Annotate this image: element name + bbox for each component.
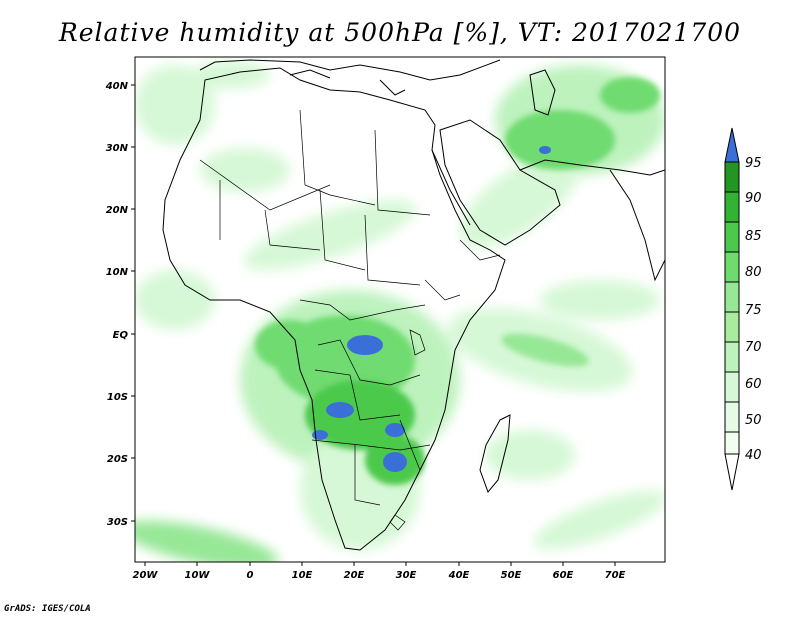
colorbar-segment: [724, 311, 740, 343]
map-title: Relative humidity at 500hPa [%], VT: 201…: [58, 18, 742, 47]
colorbar-label: 70: [745, 340, 762, 355]
x-tick-label: 50E: [501, 570, 522, 581]
colorbar-segment: [724, 221, 740, 253]
y-tick-label: 10N: [106, 267, 129, 278]
colorbar-label: 90: [745, 191, 762, 206]
x-tick-label: 10E: [292, 570, 313, 581]
colorbar-label: 75: [745, 303, 762, 318]
colorbar-segment: [724, 341, 740, 373]
coastlines: [162, 59, 665, 551]
x-tick-label: 10W: [185, 570, 211, 581]
colorbar-top-arrow: [724, 127, 740, 163]
colorbar-label: 60: [745, 377, 762, 392]
x-tick-label: 60E: [553, 570, 574, 581]
colorbar-segment: [724, 191, 740, 223]
colorbar-label: 85: [745, 229, 762, 244]
x-tick-label: 20E: [344, 570, 365, 581]
y-tick-label: 30S: [107, 517, 128, 528]
grads-credit: GrADS: IGES/COLA: [4, 604, 91, 614]
colorbar-segment: [724, 161, 740, 193]
colorbar-segment: [724, 401, 740, 433]
y-tick-label: 40N: [105, 81, 129, 92]
colorbar-bottom-arrow: [724, 453, 740, 491]
x-tick-label: 70E: [605, 570, 626, 581]
x-tick-label: 40E: [448, 570, 470, 581]
x-tick-label: 30E: [396, 570, 417, 581]
colorbar-label: 40: [745, 448, 762, 463]
x-axis-labels: 20W 10W 0 10E 20E 30E 40E 50E 60E 70E: [133, 570, 626, 581]
colorbar: 95 90 85 80 75 70 60 50 40: [724, 127, 762, 491]
colorbar-segment: [724, 371, 740, 403]
x-tick-label: 0: [247, 570, 254, 581]
colorbar-segment: [724, 431, 740, 455]
x-tick-label: 20W: [133, 570, 159, 581]
humidity-field: [135, 61, 665, 562]
y-tick-label: 30N: [106, 143, 129, 154]
y-tick-label: 20N: [106, 205, 129, 216]
y-tick-label: EQ: [113, 330, 129, 341]
axis-tick-marks: [131, 84, 616, 566]
y-tick-label: 20S: [107, 454, 128, 465]
colorbar-label: 95: [745, 156, 762, 171]
country-borders: [199, 109, 501, 531]
y-tick-label: 10S: [107, 392, 128, 403]
colorbar-label: 50: [745, 413, 762, 428]
colorbar-label: 80: [745, 265, 762, 280]
y-axis-labels: 40N 30N 20N 10N EQ 10S 20S 30S: [105, 81, 129, 528]
colorbar-segment: [724, 281, 740, 313]
colorbar-segment: [724, 251, 740, 283]
map-frame: [134, 56, 666, 563]
